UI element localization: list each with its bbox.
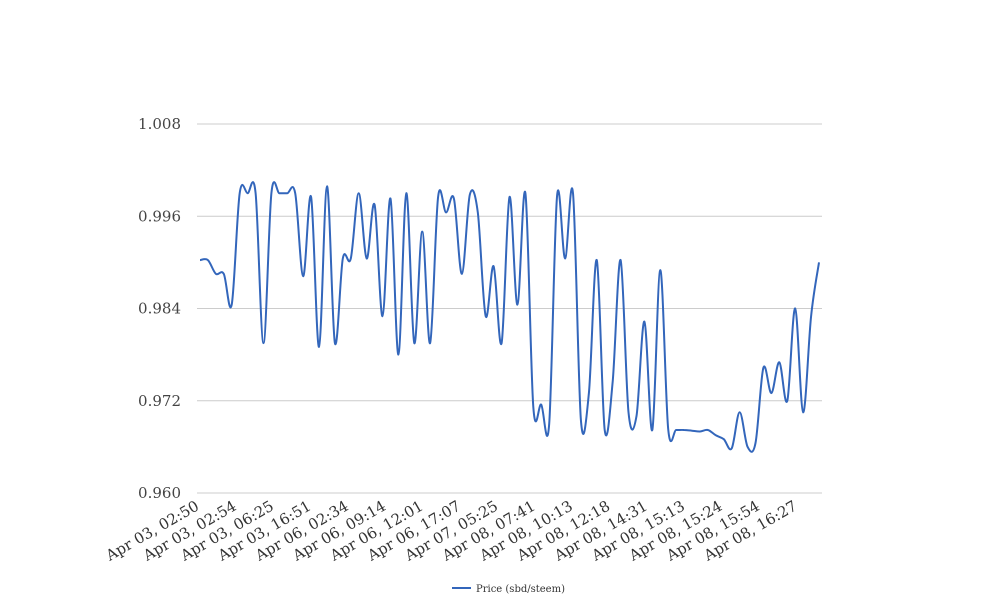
y-tick-label: 1.008	[138, 115, 181, 133]
series-line	[199, 181, 820, 453]
legend[interactable]: Price (sbd/steem)	[452, 584, 565, 595]
y-tick-label: 0.996	[138, 207, 181, 225]
grid-lines	[197, 123, 822, 494]
y-axis: 1.008 0.996 0.984 0.972 0.960	[138, 115, 181, 502]
plot-area	[199, 181, 820, 453]
y-tick-label: 0.960	[138, 484, 181, 502]
legend-label: Price (sbd/steem)	[476, 584, 565, 595]
y-tick-label: 0.984	[138, 300, 181, 318]
y-tick-label: 0.972	[138, 392, 181, 410]
